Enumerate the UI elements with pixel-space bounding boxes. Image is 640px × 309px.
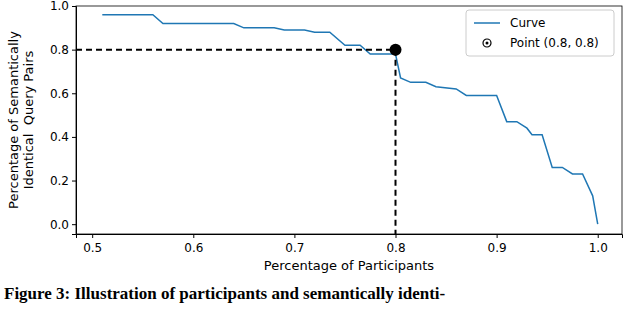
legend-swatch <box>483 39 491 47</box>
legend-swatch <box>486 42 489 45</box>
tick: 0.9 <box>488 234 507 255</box>
tick-mark <box>294 234 295 238</box>
tick: 0.8 <box>50 43 76 57</box>
tick: 0.2 <box>50 174 76 188</box>
tick-label: 0.2 <box>50 174 69 188</box>
tick-mark <box>72 224 76 225</box>
tick-label: 0.6 <box>50 87 69 101</box>
tick-label: 0.9 <box>488 241 507 255</box>
x-axis: 0.5 0.6 0.7 0.8 0.9 1.0 <box>77 234 623 255</box>
tick-mark <box>92 234 93 238</box>
guide-line <box>76 49 396 51</box>
tick-mark <box>396 234 397 238</box>
tick-label: 0.8 <box>386 241 405 255</box>
plot: 0.5 0.6 0.7 0.8 0.9 1.0 0.0 0.2 0.4 0.6 0.8 1.0 Curv… <box>50 0 623 255</box>
legend-swatch <box>474 22 500 24</box>
legend-label: Point (0.8, 0.8) <box>510 36 599 50</box>
chart: 0.5 0.6 0.7 0.8 0.9 1.0 0.0 0.2 0.4 0.6 0.8 1.0 Curv… <box>0 0 640 309</box>
caption: Figure 3: Illustration of participants a… <box>4 284 446 303</box>
legend-label: Curve <box>510 16 545 30</box>
y-axis-title: Identical Query Pairs <box>21 50 36 189</box>
tick-mark <box>72 50 76 51</box>
axis-line <box>77 235 623 239</box>
tick-mark <box>72 137 76 138</box>
tick-label: 0.6 <box>184 241 203 255</box>
tick: 1.0 <box>589 234 608 255</box>
tick-label: 0.0 <box>50 218 69 232</box>
guide-line <box>395 50 397 234</box>
legend-entry: Point (0.8, 0.8) <box>483 36 599 50</box>
tick-mark <box>497 234 498 238</box>
tick-label: 1.0 <box>50 0 69 13</box>
x-axis-title: Percentage of Participants <box>264 258 435 273</box>
legend: Curve Point (0.8, 0.8) <box>466 10 614 56</box>
y-axis: 0.0 0.2 0.4 0.6 0.8 1.0 <box>50 0 77 235</box>
tick-mark <box>598 234 599 238</box>
tick-mark <box>72 6 76 7</box>
tick: 0.4 <box>50 130 76 144</box>
tick-mark <box>72 181 76 182</box>
tick-mark <box>193 234 194 238</box>
tick-label: 0.8 <box>50 43 69 57</box>
tick-label: 0.4 <box>50 130 69 144</box>
legend-box <box>466 10 614 56</box>
tick-mark <box>72 93 76 94</box>
tick: 0.0 <box>50 218 76 232</box>
tick-label: 1.0 <box>589 241 608 255</box>
tick: 0.6 <box>50 87 76 101</box>
y-axis-title: Percentage of Semantically <box>6 31 21 209</box>
legend-entry: Curve <box>474 16 545 30</box>
plot-frame <box>76 6 622 234</box>
tick: 0.5 <box>83 234 102 255</box>
tick-label: 0.5 <box>83 241 102 255</box>
axis-line <box>72 7 77 235</box>
tick: 1.0 <box>50 0 76 13</box>
tick-label: 0.7 <box>285 241 304 255</box>
tick: 0.6 <box>184 234 203 255</box>
tick: 0.8 <box>386 234 405 255</box>
tick: 0.7 <box>285 234 304 255</box>
point-marker <box>390 44 402 56</box>
